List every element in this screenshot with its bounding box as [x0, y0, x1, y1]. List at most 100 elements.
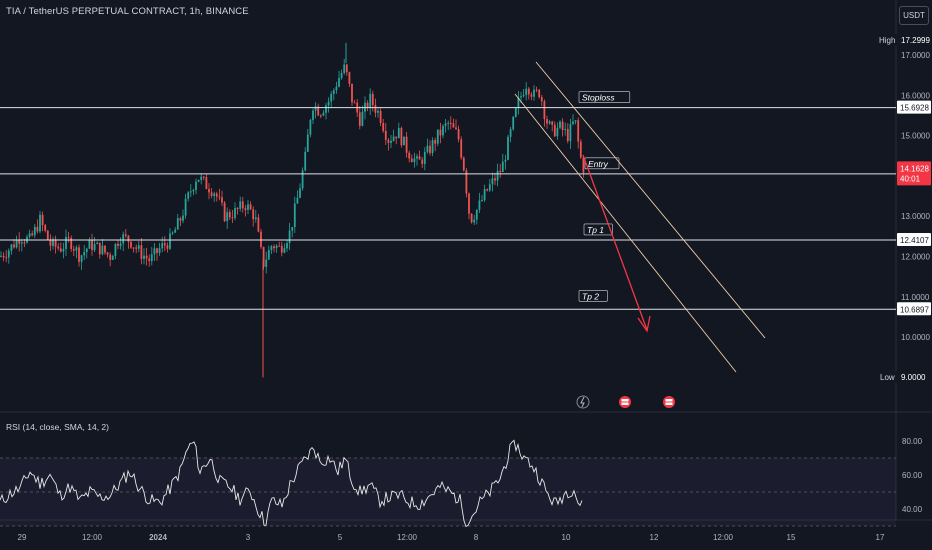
candle-body — [527, 88, 530, 95]
candle-body — [267, 249, 270, 260]
candle-body — [163, 243, 166, 246]
candle-body — [189, 191, 192, 193]
candle-body — [457, 129, 460, 140]
candle-body — [351, 83, 353, 103]
candle-body — [234, 208, 236, 219]
candle-body — [538, 89, 541, 98]
rsi-tick-label: 40.00 — [902, 505, 923, 514]
candle-body — [540, 97, 543, 102]
candle-body — [80, 255, 83, 262]
candle-body — [257, 217, 260, 232]
candle-body — [158, 248, 161, 253]
candle-body — [78, 247, 80, 262]
candle-body — [10, 244, 13, 251]
candle-body — [548, 121, 551, 124]
high-label: High — [879, 36, 895, 45]
candle-body — [291, 227, 294, 231]
price-tick-label: 11.0000 — [901, 293, 930, 302]
candle-body — [226, 212, 229, 222]
level-tag-box — [578, 91, 631, 103]
candle-body — [67, 236, 70, 239]
candle-body — [197, 179, 200, 182]
candle-body — [379, 110, 382, 124]
rsi-tick-label: 60.00 — [902, 471, 923, 480]
candle-body — [384, 130, 387, 140]
time-tick-label: 29 — [18, 533, 27, 542]
candle-body — [18, 239, 21, 244]
candle-body — [117, 243, 119, 246]
candle-body — [184, 198, 187, 216]
current-price-badge — [897, 161, 931, 186]
price-tick-label: 17.0000 — [901, 51, 930, 60]
candle-body — [312, 110, 314, 120]
candle-body — [44, 225, 47, 231]
candle-body — [530, 94, 533, 97]
candle-body — [553, 124, 556, 137]
candle-body — [462, 157, 465, 171]
candle-body — [171, 232, 174, 234]
candle-body — [208, 188, 210, 193]
candle-body — [397, 127, 400, 139]
candle-body — [421, 159, 424, 164]
rsi-tick-label: 80.00 — [902, 437, 923, 446]
candle-body — [2, 255, 5, 258]
price-tick-label: 10.0000 — [901, 333, 930, 342]
candle-body — [228, 212, 231, 218]
candle-body — [299, 188, 301, 198]
candle-body — [236, 208, 239, 210]
candle-body — [247, 204, 249, 210]
candle-body — [559, 121, 561, 128]
level-tag-stoploss: Stoploss — [582, 93, 615, 103]
candle-body — [403, 136, 405, 146]
candle-body — [286, 242, 288, 249]
candle-body — [114, 243, 117, 256]
candle-body — [426, 145, 429, 152]
candle-body — [533, 89, 535, 97]
candle-body — [473, 219, 476, 223]
candle-body — [241, 201, 244, 209]
candle-body — [62, 248, 65, 252]
time-tick-label: 8 — [474, 533, 479, 542]
candle-body — [577, 120, 580, 142]
candle-body — [390, 140, 392, 143]
candle-body — [535, 89, 538, 91]
time-tick-label: 3 — [246, 533, 251, 542]
price-tick-label: 16.0000 — [901, 91, 930, 100]
time-tick-label: 12:00 — [82, 533, 103, 542]
candle-body — [444, 123, 447, 126]
candle-body — [200, 176, 203, 180]
candle-body — [465, 170, 468, 194]
candle-body — [122, 234, 125, 244]
candle-body — [262, 246, 265, 267]
candle-body — [501, 161, 504, 173]
candle-body — [325, 105, 327, 113]
candle-body — [72, 249, 75, 251]
price-tick-label: 13.0000 — [901, 212, 930, 221]
candle-body — [429, 145, 431, 154]
candle-body — [280, 245, 283, 253]
candle-body — [57, 246, 60, 249]
candle-body — [288, 230, 291, 243]
high-value: 17.2999 — [901, 36, 930, 45]
candle-body — [309, 119, 312, 135]
candle-body — [179, 218, 182, 221]
candle-body — [340, 73, 343, 79]
candle-body — [455, 127, 457, 130]
candle-body — [449, 122, 452, 124]
low-label: Low — [880, 373, 895, 382]
candle-body — [213, 193, 216, 196]
candle-body — [148, 258, 151, 262]
candle-body — [239, 201, 242, 209]
candle-body — [202, 176, 205, 178]
candle-body — [405, 136, 408, 153]
candle-body — [278, 245, 281, 247]
candle-body — [182, 215, 184, 221]
candles — [0, 58, 585, 274]
candle-body — [293, 203, 296, 228]
candle-body — [569, 124, 572, 142]
candle-body — [215, 193, 218, 197]
currency-button[interactable]: USDT — [899, 6, 929, 25]
candle-body — [486, 189, 489, 191]
candle-body — [488, 184, 491, 191]
